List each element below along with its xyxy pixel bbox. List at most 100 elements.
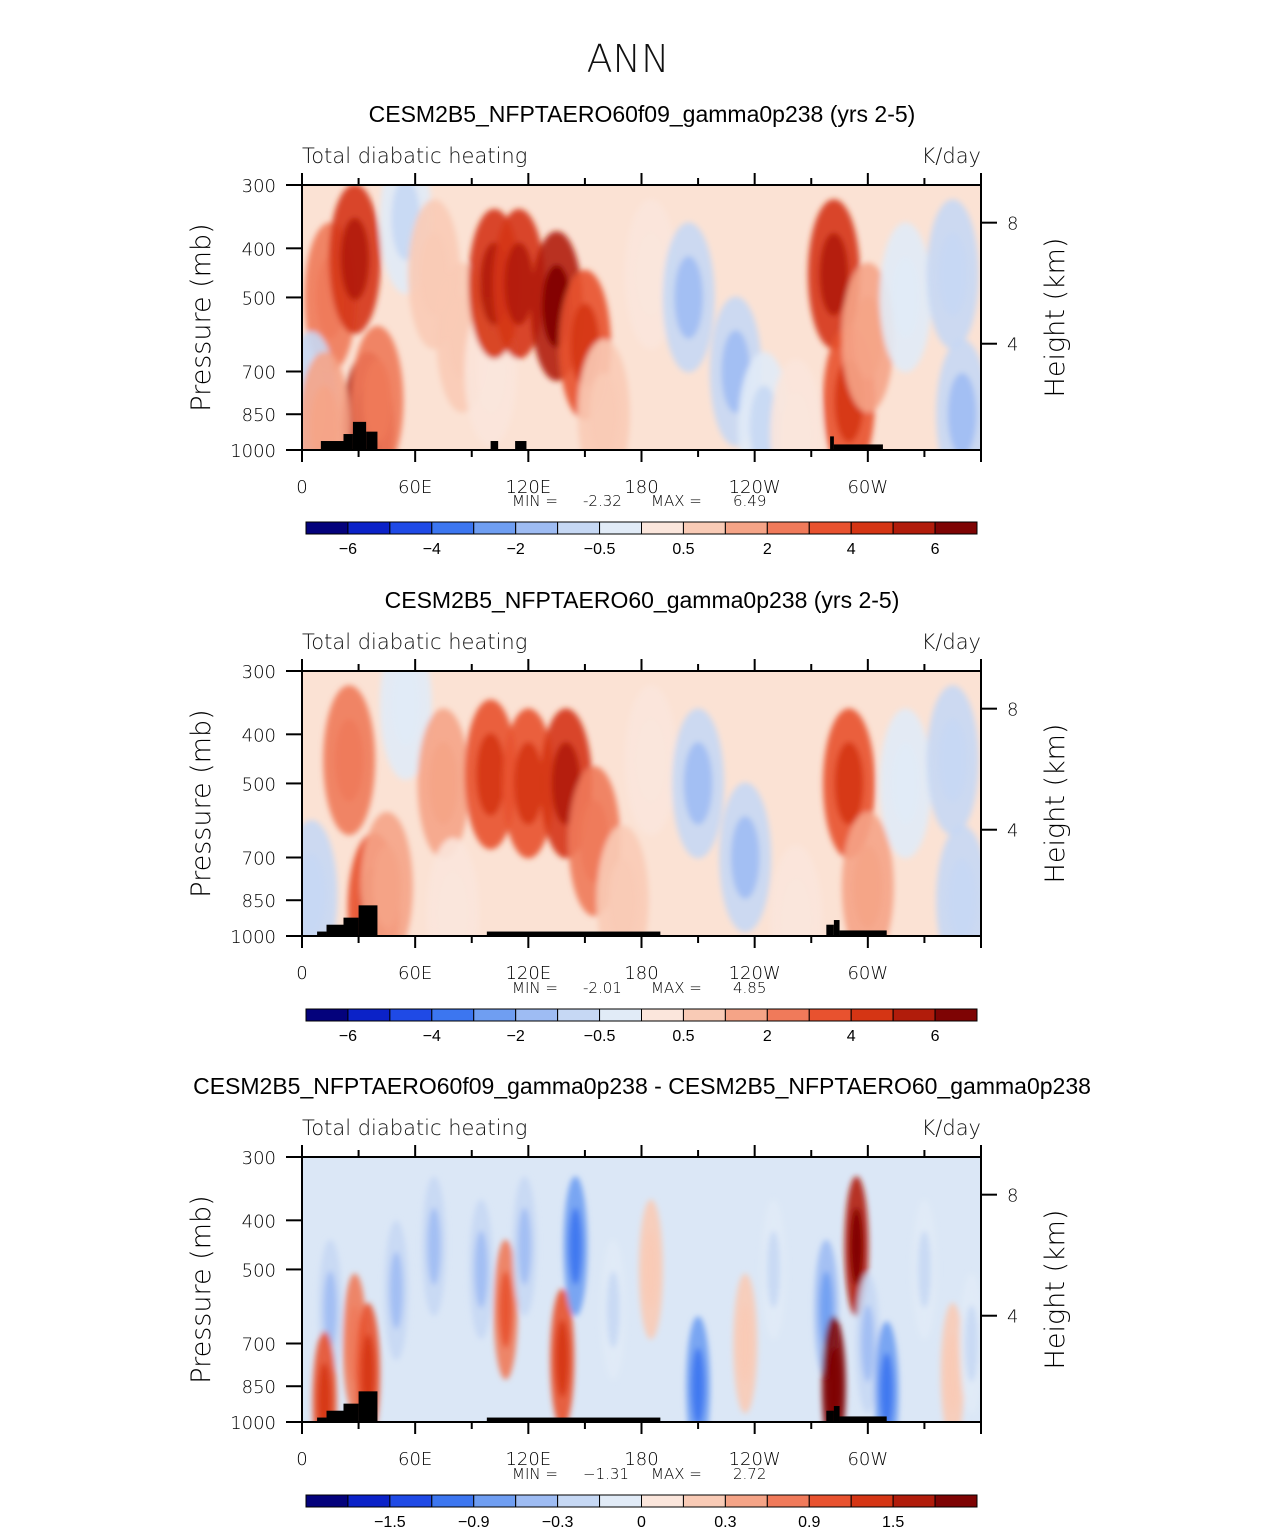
colorbar-swatch-0 bbox=[305, 1494, 349, 1508]
colorbar-swatch-10 bbox=[724, 521, 768, 535]
colorbar-label: 2 bbox=[763, 1028, 772, 1045]
contour-core-12 bbox=[730, 816, 760, 899]
contour-core-22 bbox=[938, 232, 968, 316]
terrain-block-2 bbox=[343, 1403, 359, 1422]
contour-core-18 bbox=[819, 232, 849, 316]
colorbar-swatch-1 bbox=[347, 521, 391, 535]
contour-core-13 bbox=[691, 1347, 705, 1422]
contour-core-15 bbox=[853, 845, 883, 929]
colorbar-swatch-12 bbox=[808, 1008, 852, 1022]
panel-subtitle-left: Total diabatic heating bbox=[302, 630, 527, 654]
colorbar-swatch-4 bbox=[473, 1494, 517, 1508]
ytick-label: 1000 bbox=[230, 1413, 276, 1434]
contour-core-15 bbox=[766, 1230, 781, 1308]
colorbar-label: 0.3 bbox=[714, 1514, 736, 1531]
terrain-block-4 bbox=[486, 1417, 661, 1422]
contour-core-23 bbox=[947, 372, 977, 450]
contour-core-3 bbox=[318, 1362, 332, 1422]
contour-core-2 bbox=[372, 845, 402, 929]
panel-contours bbox=[312, 1176, 981, 1422]
colorbar-swatch-3 bbox=[431, 1008, 475, 1022]
panel-subtitle-right: K/day bbox=[922, 144, 981, 168]
contour-core-5 bbox=[476, 733, 505, 816]
terrain-block-3 bbox=[358, 1391, 378, 1422]
contour-core-4 bbox=[389, 1251, 403, 1329]
colorbar-label: 0.5 bbox=[672, 541, 694, 558]
ytick-label: 1000 bbox=[230, 927, 276, 948]
colorbar-swatch-12 bbox=[808, 1494, 852, 1508]
contour-core-14 bbox=[738, 1304, 752, 1382]
ytick-right-label: 8 bbox=[1007, 214, 1018, 235]
colorbar-swatch-6 bbox=[557, 1494, 601, 1508]
colorbar-label: −6 bbox=[339, 541, 357, 558]
xtick-label: 120E bbox=[505, 1449, 551, 1470]
ytick-label: 300 bbox=[242, 662, 276, 683]
colorbar-label: −4 bbox=[423, 1028, 441, 1045]
ytick-label: 300 bbox=[242, 1148, 276, 1169]
terrain-block-2 bbox=[343, 917, 359, 936]
contour-core-3 bbox=[363, 359, 392, 443]
panel-subtitle-left: Total diabatic heating bbox=[302, 1116, 527, 1140]
xtick-label: 60W bbox=[847, 1449, 888, 1470]
ytick-right-label: 4 bbox=[1007, 1307, 1018, 1328]
colorbar-swatch-11 bbox=[766, 1008, 810, 1022]
contour-core-21 bbox=[917, 1230, 932, 1308]
contour-core-20 bbox=[438, 871, 468, 936]
contour-core-14 bbox=[834, 742, 864, 825]
colorbar-swatch-12 bbox=[808, 521, 852, 535]
colorbar-swatch-15 bbox=[934, 521, 978, 535]
colorbar-swatch-14 bbox=[892, 521, 936, 535]
colorbar-swatch-5 bbox=[515, 1494, 559, 1508]
contour-core-9 bbox=[608, 858, 637, 936]
colorbar-swatch-15 bbox=[934, 1494, 978, 1508]
contour-core-10 bbox=[636, 718, 666, 802]
terrain-block-4 bbox=[490, 441, 499, 450]
colorbar-label: −0.5 bbox=[584, 1028, 616, 1045]
panel-1: CESM2B5_NFPTAERO60f09_gamma0p238 (yrs 2-… bbox=[186, 101, 1071, 558]
colorbar-swatch-8 bbox=[641, 1494, 684, 1508]
contour-core-13 bbox=[636, 232, 666, 316]
colorbar-label: 0 bbox=[637, 1514, 646, 1531]
contour-core-11 bbox=[683, 742, 713, 825]
colorbar-label: −2 bbox=[507, 541, 525, 558]
terrain-block-2 bbox=[352, 421, 367, 450]
stats-min-value: -2.01 bbox=[583, 979, 622, 997]
xtick-label: 120E bbox=[505, 963, 551, 984]
y-axis-label-right: Height (km) bbox=[1040, 238, 1071, 398]
contour-core-0 bbox=[334, 718, 364, 802]
contour-core-11 bbox=[606, 1271, 620, 1349]
ytick-label: 700 bbox=[242, 1334, 276, 1355]
y-axis-label-right: Height (km) bbox=[1040, 1210, 1071, 1370]
colorbar-label: 6 bbox=[931, 541, 940, 558]
colorbar-label: 1.5 bbox=[882, 1514, 904, 1531]
colorbar-label: 0.9 bbox=[798, 1514, 820, 1531]
panel-field bbox=[302, 185, 981, 450]
colorbar-swatch-10 bbox=[724, 1008, 768, 1022]
contour-core-4 bbox=[429, 742, 458, 825]
contour-core-19 bbox=[861, 1304, 875, 1382]
xtick-label: 60E bbox=[398, 963, 432, 984]
terrain-block-6 bbox=[830, 436, 834, 450]
ytick-label: 850 bbox=[242, 891, 276, 912]
terrain-block-6 bbox=[833, 1406, 840, 1422]
ytick-label: 400 bbox=[242, 239, 276, 260]
terrain-block-1 bbox=[326, 1410, 344, 1422]
stats-min-value: −1.31 bbox=[583, 1465, 629, 1483]
colorbar-label: −0.3 bbox=[542, 1514, 574, 1531]
contour-core-1 bbox=[340, 217, 370, 301]
colorbar-label: −0.9 bbox=[458, 1514, 490, 1531]
contour-core-12 bbox=[589, 372, 619, 450]
colorbar-swatch-14 bbox=[892, 1008, 936, 1022]
panel-2: CESM2B5_NFPTAERO60_gamma0p238 (yrs 2-5) T… bbox=[186, 587, 1071, 1045]
colorbar-swatch-7 bbox=[599, 521, 642, 535]
xtick-label: 120W bbox=[729, 1449, 781, 1470]
ytick-label: 850 bbox=[242, 405, 276, 426]
contour-core-25 bbox=[310, 385, 339, 450]
contour-core-9 bbox=[555, 1320, 569, 1398]
terrain-block-3 bbox=[358, 905, 378, 936]
ytick-label: 700 bbox=[242, 362, 276, 383]
contour-core-13 bbox=[781, 878, 811, 936]
contour-core-17 bbox=[938, 718, 968, 802]
contour-core-7 bbox=[499, 1271, 513, 1349]
xtick-label: 120W bbox=[729, 963, 781, 984]
